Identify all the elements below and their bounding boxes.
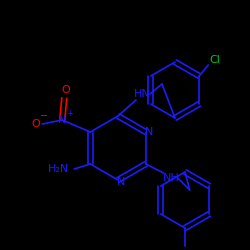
- Text: N: N: [58, 115, 66, 125]
- Text: O: O: [31, 119, 40, 129]
- Text: +: +: [66, 110, 73, 118]
- Text: O: O: [61, 85, 70, 95]
- Text: −: −: [40, 111, 48, 121]
- Text: HN: HN: [134, 89, 150, 99]
- Text: N: N: [117, 177, 125, 187]
- Text: N: N: [144, 127, 153, 137]
- Text: Cl: Cl: [210, 55, 221, 65]
- Text: H₂N: H₂N: [48, 164, 69, 174]
- Text: NH: NH: [163, 173, 180, 183]
